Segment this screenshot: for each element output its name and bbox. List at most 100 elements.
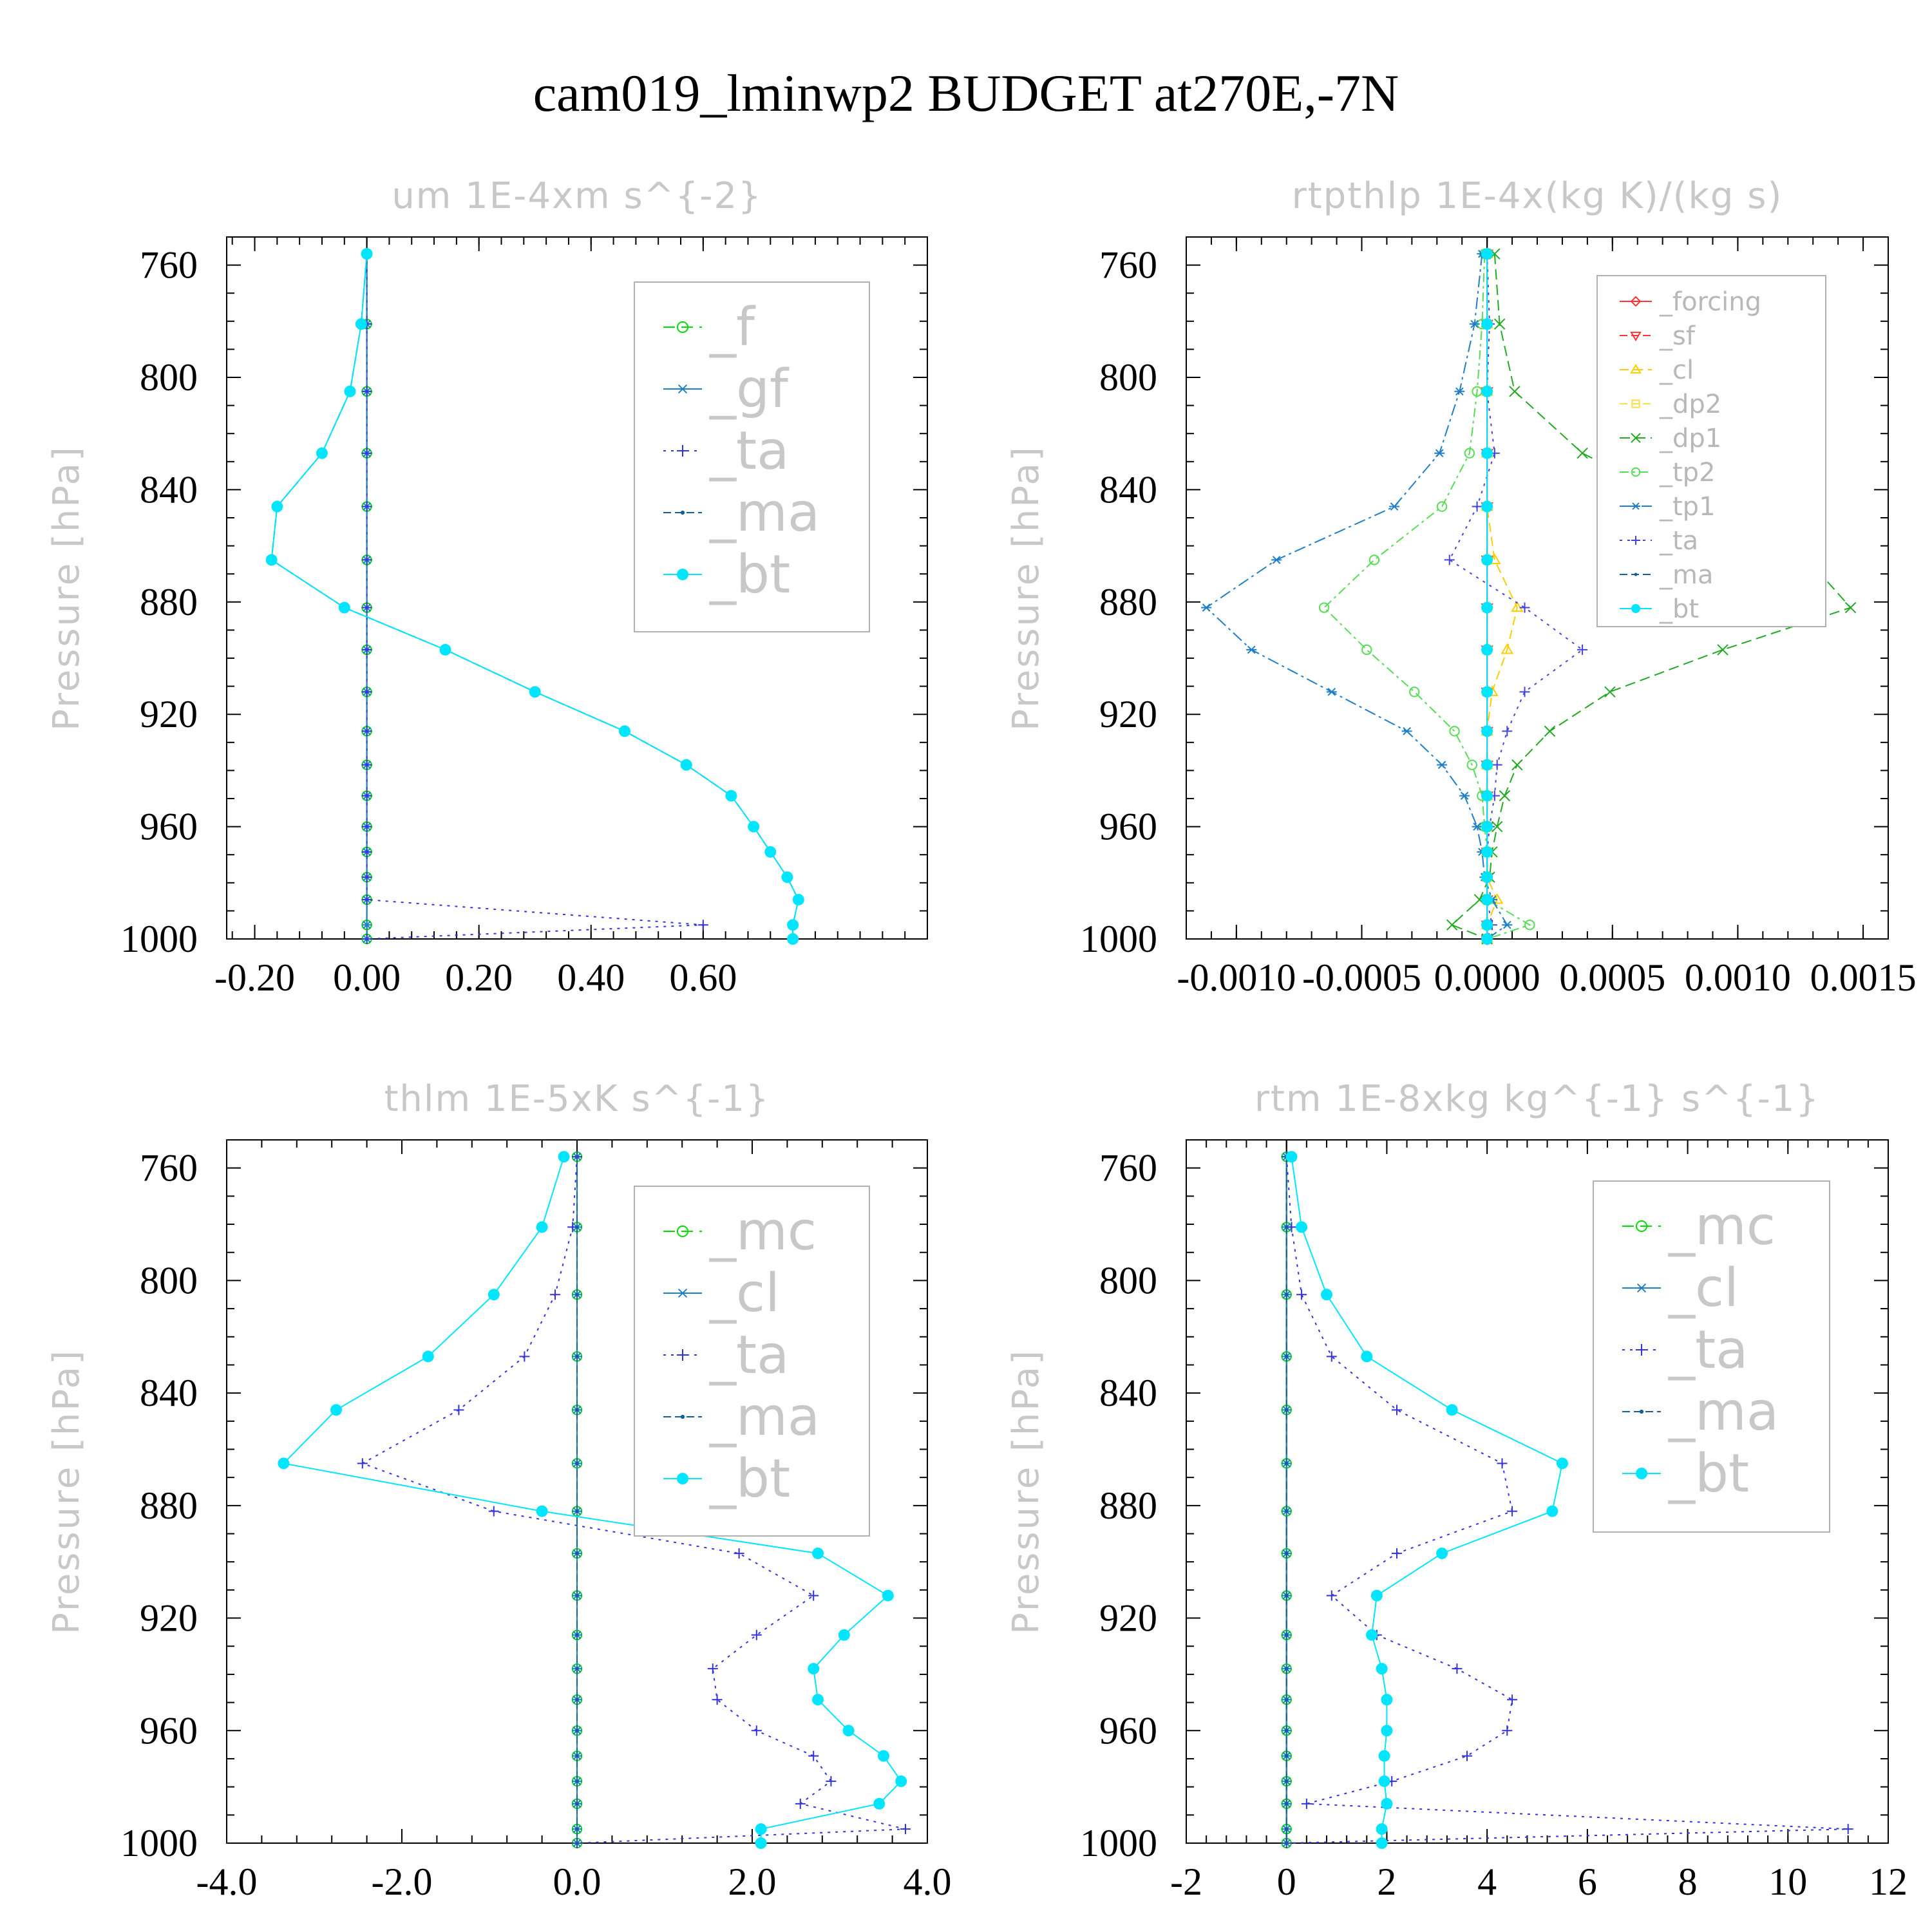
data-point-bt: [355, 318, 367, 330]
data-point-tp1: [1502, 920, 1513, 929]
data-point-bt: [1481, 846, 1493, 858]
x-tick-label: 6: [1578, 1861, 1597, 1903]
data-point-ta: [1392, 1548, 1402, 1559]
x-tick-label: 2: [1377, 1861, 1396, 1903]
data-point-ma: [1284, 1509, 1289, 1513]
data-point-ma: [575, 1633, 579, 1637]
legend-label: _ta: [1659, 526, 1698, 556]
data-point-ma: [1284, 1408, 1289, 1412]
data-point-ta: [734, 1548, 744, 1559]
data-point-ta: [361, 846, 372, 857]
y-tick-label: 760: [1099, 244, 1157, 287]
data-point-bt: [842, 1725, 855, 1737]
data-point-bt: [439, 643, 451, 656]
legend-label: _gf: [709, 359, 790, 420]
data-point-bt: [1378, 1750, 1390, 1762]
data-point-tp1: [1401, 727, 1412, 735]
y-tick-label: 920: [1099, 693, 1157, 735]
y-tick-label: 880: [140, 581, 198, 623]
data-point-dp1: [1446, 919, 1458, 931]
legend-marker: [1631, 502, 1640, 510]
data-point-ta: [361, 872, 372, 883]
data-point-bt: [1481, 500, 1493, 513]
data-point-tp1: [1246, 645, 1257, 654]
y-tick-label: 760: [1099, 1147, 1157, 1189]
data-point-ta: [361, 448, 372, 459]
data-point-bt: [1321, 1289, 1332, 1301]
plot-frame: [1186, 1139, 1889, 1844]
data-point-tp2: [1466, 759, 1477, 770]
data-point-dp1: [1509, 386, 1520, 397]
data-point-bt: [1481, 933, 1493, 945]
data-point-ta: [1492, 759, 1502, 770]
data-point-tp1: [1472, 822, 1482, 831]
y-tick-label: 880: [1099, 1484, 1157, 1527]
data-point-bt: [1481, 447, 1493, 459]
data-point-bt: [529, 686, 541, 698]
data-point-tp1: [1459, 791, 1470, 800]
y-tick-label: 800: [1099, 1259, 1157, 1302]
x-tick-label: -2.0: [372, 1861, 433, 1903]
data-point-tp2: [1524, 920, 1535, 931]
x-tick-label: -0.0010: [1177, 956, 1296, 999]
legend-marker: [1630, 296, 1642, 307]
x-tick-label: 0.40: [557, 956, 625, 999]
data-point-ta: [361, 644, 372, 655]
legend-label: _forcing: [1659, 287, 1761, 317]
data-point-ta: [1519, 687, 1530, 697]
data-point-bt: [1481, 790, 1493, 802]
panel-title: rtpthlp 1E-4x(kg K)/(kg s): [1292, 175, 1783, 217]
x-tick-label: -2: [1170, 1861, 1202, 1903]
data-point-bt: [1446, 1404, 1458, 1416]
data-point-bt: [344, 385, 356, 397]
data-point-bt: [895, 1775, 907, 1787]
x-tick-label: 0.0005: [1559, 956, 1665, 999]
legend-label: _tp2: [1659, 458, 1716, 488]
data-point-ta: [712, 1694, 723, 1705]
data-point-bt: [808, 1663, 820, 1675]
data-point-ma: [575, 1461, 579, 1466]
data-point-ta: [519, 1351, 530, 1362]
data-point-ma: [1284, 1779, 1289, 1783]
data-point-dp1: [1511, 759, 1523, 771]
y-tick-label: 840: [140, 468, 198, 511]
data-point-ma: [575, 1667, 579, 1671]
data-point-bt: [618, 725, 630, 737]
data-point-bt: [1481, 385, 1493, 397]
data-point-bt: [1381, 1797, 1393, 1810]
figure-title: cam019_lminwp2 BUDGET at270E,-7N: [533, 64, 1399, 122]
data-point-tp1: [1389, 502, 1400, 511]
legend-marker: [1630, 332, 1642, 341]
data-point-ta: [361, 821, 372, 832]
legend-label: _ma: [1668, 1381, 1779, 1443]
data-point-ma: [1284, 1633, 1289, 1637]
y-tick-label: 880: [140, 1484, 198, 1527]
data-point-dp1: [1499, 790, 1511, 802]
data-point-ta: [361, 790, 372, 801]
series-line-ta: [1285, 1157, 1848, 1844]
legend-marker: [677, 569, 688, 580]
data-point-bt: [1376, 1837, 1388, 1849]
data-point-tp2: [1436, 501, 1448, 512]
data-point-ma: [575, 1354, 579, 1359]
data-point-ma: [575, 1754, 579, 1758]
y-tick-label: 1000: [1080, 1822, 1157, 1864]
data-point-bt: [812, 1548, 824, 1560]
x-tick-label: -0.20: [214, 956, 295, 999]
data-point-ta: [826, 1776, 837, 1786]
panel-thlm: thlm 1E-5xK s^{-1} Pressure [hPa] 760 800 84…: [46, 1078, 952, 1903]
x-tick-label: 12: [1869, 1861, 1908, 1903]
data-point-ta: [550, 1289, 560, 1300]
data-point-ta: [361, 894, 372, 905]
legend-marker: [680, 510, 685, 515]
data-point-ma: [1284, 1293, 1289, 1297]
data-point-bt: [536, 1221, 548, 1233]
data-point-cl: [1511, 601, 1524, 612]
y-tick-label: 840: [140, 1372, 198, 1414]
data-point-ma: [1284, 1667, 1289, 1671]
data-point-bt: [1481, 601, 1493, 614]
x-tick-label: 0.0015: [1810, 956, 1917, 999]
data-point-bt: [1546, 1505, 1558, 1517]
legend-label: _cl: [1659, 355, 1694, 385]
data-point-cl: [1490, 893, 1504, 904]
